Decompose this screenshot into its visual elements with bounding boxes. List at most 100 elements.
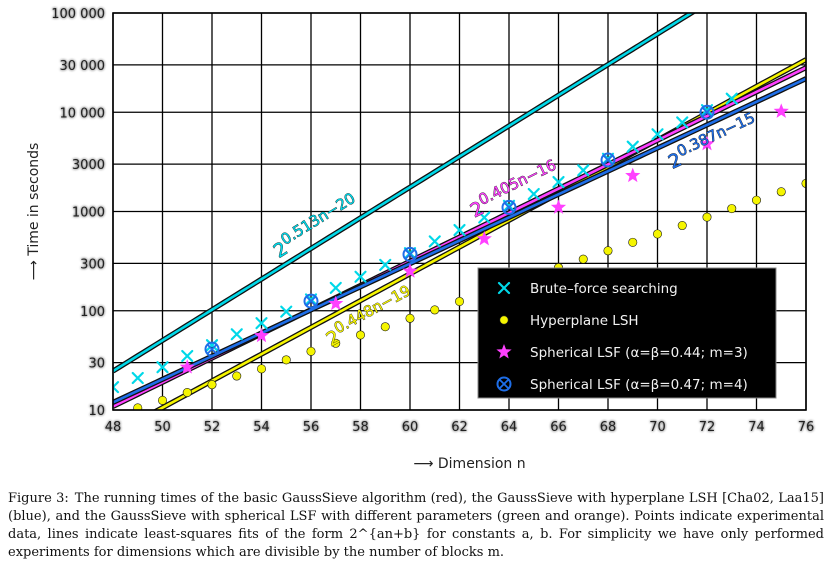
data-point <box>230 328 243 341</box>
data-point <box>751 195 761 205</box>
x-tick-label: 72 <box>699 420 716 435</box>
data-point <box>354 270 367 283</box>
data-point <box>699 135 715 151</box>
data-point <box>578 254 588 264</box>
x-tick-label: 52 <box>204 420 221 435</box>
data-point <box>253 327 270 343</box>
data-point <box>156 361 169 374</box>
data-point <box>453 223 466 237</box>
legend-box <box>477 267 777 399</box>
data-point <box>256 364 266 374</box>
data-point <box>676 116 689 129</box>
data-point <box>550 199 567 214</box>
data-point <box>329 281 342 294</box>
data-point <box>331 338 341 348</box>
x-tick-label: 74 <box>748 420 765 435</box>
x-tick-label: 58 <box>352 420 369 435</box>
grid <box>112 12 807 411</box>
data-point <box>577 164 590 177</box>
legend-entry-label: Spherical LSF (α=β=0.44; m=3) <box>530 345 748 361</box>
data-point <box>725 92 738 105</box>
legend-entry-label: Spherical LSF (α=β=0.47; m=4) <box>530 377 748 393</box>
x-tick-label: 48 <box>105 420 122 435</box>
y-axis-label: ⟶ Time in seconds <box>26 143 42 281</box>
data-point <box>628 237 638 247</box>
data-point <box>204 341 220 357</box>
data-point <box>158 395 168 405</box>
x-tick-label: 56 <box>303 420 320 435</box>
x-tick-label: 70 <box>649 420 666 435</box>
data-point <box>497 281 511 295</box>
data-point <box>702 212 712 222</box>
data-point <box>207 380 217 390</box>
legend: Brute–force searching Hyperplane LSH Spher… <box>477 267 777 399</box>
data-point <box>405 313 415 323</box>
data-point <box>600 152 616 168</box>
data-point <box>402 246 418 262</box>
y-tick-label: 300 <box>80 257 105 272</box>
data-point <box>181 349 194 363</box>
x-tick-label: 66 <box>550 420 567 435</box>
data-point <box>328 295 344 311</box>
data-point <box>255 317 268 330</box>
data-point <box>626 140 639 153</box>
caption-label: Figure 3: <box>8 491 69 506</box>
caption-text: The running times of the basic GaussSiev… <box>8 491 824 560</box>
data-point <box>499 315 509 325</box>
data-point <box>131 371 144 385</box>
data-point <box>179 359 195 374</box>
data-point <box>552 175 565 189</box>
data-point <box>232 371 242 381</box>
figure-caption: Figure 3: The running times of the basic … <box>8 490 824 562</box>
data-point <box>625 167 641 183</box>
data-point <box>113 381 120 394</box>
data-point <box>303 293 319 309</box>
y-tick-label: 10 000 <box>60 106 106 121</box>
data-point <box>496 344 512 359</box>
data-point <box>727 204 737 214</box>
data-point <box>603 246 613 256</box>
data-point <box>476 230 492 246</box>
y-tick-label: 30 <box>88 357 105 372</box>
x-tick-label: 76 <box>798 420 815 435</box>
data-point <box>280 305 293 318</box>
x-axis-label: ⟶ Dimension n <box>413 456 525 472</box>
data-point <box>380 322 390 332</box>
data-point <box>281 355 291 365</box>
data-point <box>355 330 365 340</box>
data-point <box>677 221 687 231</box>
fit-line <box>113 77 806 404</box>
data-point <box>651 128 664 141</box>
x-tick-label: 54 <box>253 420 270 435</box>
legend-entry-label: Hyperplane LSH <box>530 313 639 329</box>
y-tick-label: 100 000 <box>51 7 105 22</box>
data-point <box>379 258 392 271</box>
data-point <box>133 403 143 410</box>
data-point <box>402 263 418 278</box>
data-point <box>773 103 789 118</box>
data-point <box>501 199 517 215</box>
data-point <box>699 104 715 120</box>
data-point <box>306 346 316 356</box>
plot-border <box>112 12 807 411</box>
axes: 48 50 52 54 56 58 60 62 64 66 68 70 72 74 76 10 30 100 300… <box>26 7 814 472</box>
x-tick-label: 68 <box>600 420 617 435</box>
y-tick-label: 3000 <box>72 158 105 173</box>
data-point <box>527 187 540 201</box>
data-point <box>182 388 192 398</box>
legend-entry-label: Brute–force searching <box>530 281 678 297</box>
data-point <box>652 229 662 239</box>
x-tick-label: 62 <box>451 420 468 435</box>
data-point <box>478 211 491 224</box>
data-point <box>454 296 464 306</box>
data-point <box>776 187 786 197</box>
data-point <box>428 235 441 248</box>
data-point <box>496 376 512 392</box>
y-tick-label: 30 000 <box>60 59 106 74</box>
y-tick-label: 1000 <box>72 206 105 221</box>
data-point <box>430 305 440 315</box>
x-tick-label: 50 <box>154 420 171 435</box>
y-tick-label: 10 <box>88 404 105 419</box>
x-tick-label: 64 <box>501 420 518 435</box>
